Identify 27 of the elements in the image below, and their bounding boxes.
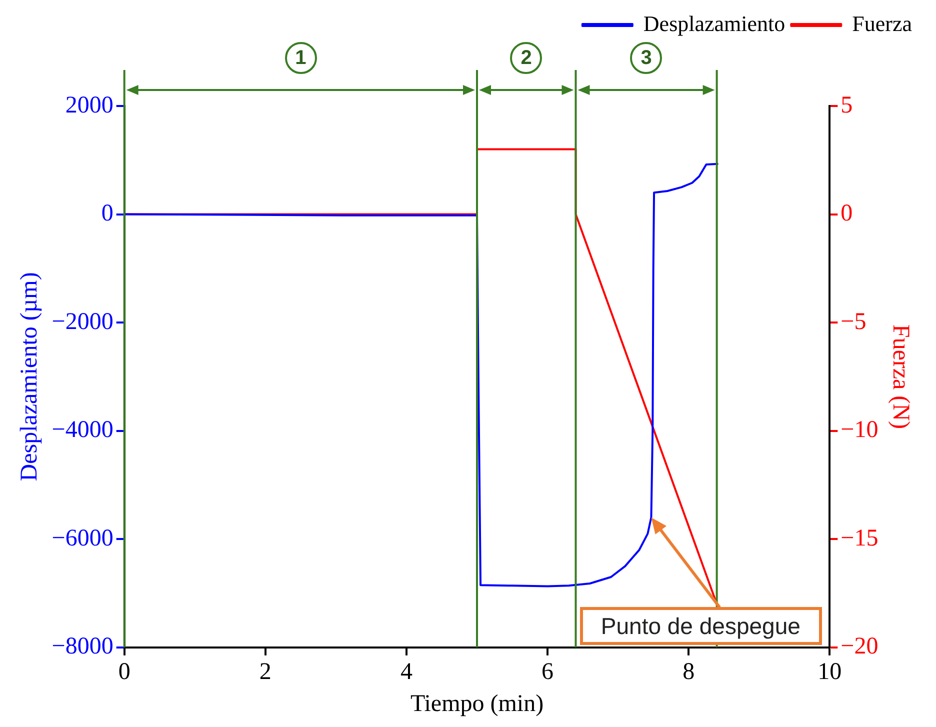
x-tick-label: 4 [400,659,412,686]
y2-axis-title: Fuerza (N) [887,324,914,430]
annotation: Punto de despegue [580,607,822,646]
x-tick-label: 6 [542,659,554,686]
y-tick-label: −4000 [52,417,114,444]
y2-tick-label: −5 [840,308,866,335]
x-tick-label: 2 [259,659,272,686]
y-tick-label: 0 [101,200,114,227]
text: 3 [630,42,662,74]
legend-label: Fuerza [852,10,912,36]
text: 1 [284,42,317,74]
y-tick-label: 2000 [65,92,114,118]
y2-tick-label: −20 [840,634,878,660]
y2-tick-label: −10 [840,417,878,444]
y-axis-title: Desplazamiento (µm) [16,272,43,482]
y2-tick-label: 0 [840,200,853,227]
x-axis-title: Tiempo (min) [410,690,544,717]
x-tick-label: 0 [118,659,130,686]
y-tick-label: −8000 [52,634,114,660]
x-tick-label: 8 [682,659,695,686]
y-tick-label: −6000 [52,525,114,552]
text: 2 [510,42,542,74]
y2-tick-label: −15 [840,525,878,552]
legend-label: Desplazamiento [643,10,786,36]
y2-tick-label: 5 [840,92,853,118]
x-tick-label: 10 [818,659,842,686]
y-tick-label: −2000 [52,308,114,335]
